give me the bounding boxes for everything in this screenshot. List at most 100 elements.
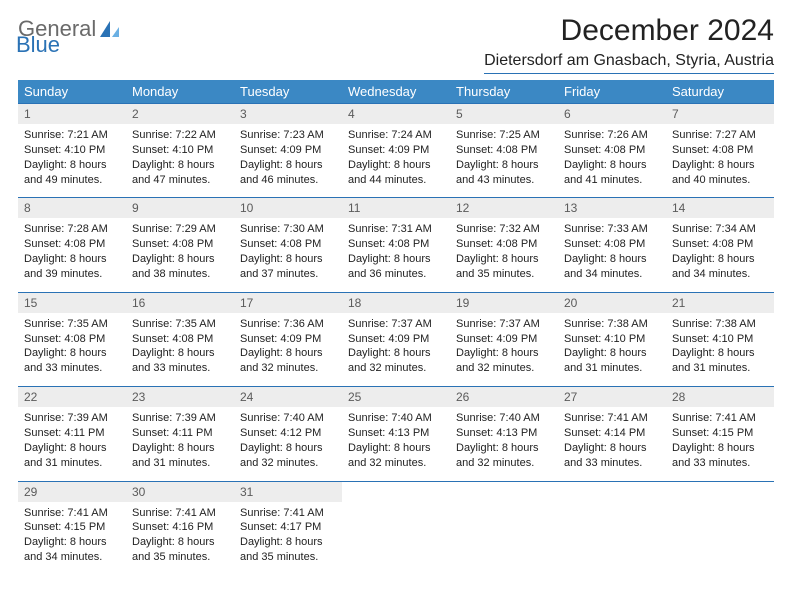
weekday-header-row: SundayMondayTuesdayWednesdayThursdayFrid… [18,80,774,104]
day-body: Sunrise: 7:24 AMSunset: 4:09 PMDaylight:… [342,124,450,197]
sunset-line: Sunset: 4:11 PM [132,426,228,441]
sunset-line: Sunset: 4:08 PM [348,237,444,252]
sunset-line: Sunset: 4:08 PM [24,332,120,347]
sunset-line: Sunset: 4:10 PM [132,143,228,158]
day-number: 13 [558,198,666,218]
daylight-line: Daylight: 8 hours and 35 minutes. [132,535,228,565]
sunset-line: Sunset: 4:08 PM [24,237,120,252]
sunset-line: Sunset: 4:09 PM [348,143,444,158]
day-body: Sunrise: 7:27 AMSunset: 4:08 PMDaylight:… [666,124,774,197]
day-body: Sunrise: 7:31 AMSunset: 4:08 PMDaylight:… [342,218,450,291]
day-body: Sunrise: 7:41 AMSunset: 4:15 PMDaylight:… [666,407,774,480]
sunset-line: Sunset: 4:08 PM [132,237,228,252]
sunset-line: Sunset: 4:10 PM [672,332,768,347]
sunset-line: Sunset: 4:09 PM [240,143,336,158]
day-number: 12 [450,198,558,218]
calendar-day-cell: 2Sunrise: 7:22 AMSunset: 4:10 PMDaylight… [126,104,234,198]
day-number: 10 [234,198,342,218]
sunset-line: Sunset: 4:08 PM [456,237,552,252]
day-number: 20 [558,293,666,313]
calendar-day-cell: 15Sunrise: 7:35 AMSunset: 4:08 PMDayligh… [18,292,126,386]
calendar-table: SundayMondayTuesdayWednesdayThursdayFrid… [18,80,774,575]
sunset-line: Sunset: 4:08 PM [240,237,336,252]
calendar-day-cell: 23Sunrise: 7:39 AMSunset: 4:11 PMDayligh… [126,387,234,481]
calendar-day-cell: 20Sunrise: 7:38 AMSunset: 4:10 PMDayligh… [558,292,666,386]
daylight-line: Daylight: 8 hours and 34 minutes. [564,252,660,282]
daylight-line: Daylight: 8 hours and 34 minutes. [24,535,120,565]
daylight-line: Daylight: 8 hours and 35 minutes. [240,535,336,565]
sunrise-line: Sunrise: 7:40 AM [456,411,552,426]
day-body: Sunrise: 7:37 AMSunset: 4:09 PMDaylight:… [450,313,558,386]
day-body: Sunrise: 7:30 AMSunset: 4:08 PMDaylight:… [234,218,342,291]
daylight-line: Daylight: 8 hours and 38 minutes. [132,252,228,282]
daylight-line: Daylight: 8 hours and 46 minutes. [240,158,336,188]
daylight-line: Daylight: 8 hours and 34 minutes. [672,252,768,282]
day-number: 24 [234,387,342,407]
calendar-day-cell: 17Sunrise: 7:36 AMSunset: 4:09 PMDayligh… [234,292,342,386]
sunrise-line: Sunrise: 7:24 AM [348,128,444,143]
sunset-line: Sunset: 4:14 PM [564,426,660,441]
day-number: 18 [342,293,450,313]
day-body: Sunrise: 7:40 AMSunset: 4:12 PMDaylight:… [234,407,342,480]
calendar-day-cell: 24Sunrise: 7:40 AMSunset: 4:12 PMDayligh… [234,387,342,481]
calendar-day-cell [450,481,558,575]
daylight-line: Daylight: 8 hours and 32 minutes. [456,441,552,471]
day-number: 23 [126,387,234,407]
daylight-line: Daylight: 8 hours and 32 minutes. [348,346,444,376]
day-number: 6 [558,104,666,124]
calendar-day-cell [342,481,450,575]
sunrise-line: Sunrise: 7:33 AM [564,222,660,237]
day-body: Sunrise: 7:41 AMSunset: 4:17 PMDaylight:… [234,502,342,575]
sunrise-line: Sunrise: 7:32 AM [456,222,552,237]
calendar-day-cell: 6Sunrise: 7:26 AMSunset: 4:08 PMDaylight… [558,104,666,198]
sunrise-line: Sunrise: 7:22 AM [132,128,228,143]
calendar-day-cell: 3Sunrise: 7:23 AMSunset: 4:09 PMDaylight… [234,104,342,198]
day-body: Sunrise: 7:40 AMSunset: 4:13 PMDaylight:… [342,407,450,480]
sunrise-line: Sunrise: 7:38 AM [564,317,660,332]
day-number: 2 [126,104,234,124]
calendar-week-row: 22Sunrise: 7:39 AMSunset: 4:11 PMDayligh… [18,387,774,481]
daylight-line: Daylight: 8 hours and 33 minutes. [564,441,660,471]
sunset-line: Sunset: 4:09 PM [240,332,336,347]
sunset-line: Sunset: 4:08 PM [132,332,228,347]
day-body: Sunrise: 7:26 AMSunset: 4:08 PMDaylight:… [558,124,666,197]
daylight-line: Daylight: 8 hours and 33 minutes. [24,346,120,376]
sunrise-line: Sunrise: 7:37 AM [456,317,552,332]
day-number: 4 [342,104,450,124]
calendar-day-cell: 31Sunrise: 7:41 AMSunset: 4:17 PMDayligh… [234,481,342,575]
day-body: Sunrise: 7:32 AMSunset: 4:08 PMDaylight:… [450,218,558,291]
sunrise-line: Sunrise: 7:41 AM [132,506,228,521]
weekday-header: Friday [558,80,666,104]
weekday-header: Tuesday [234,80,342,104]
location-subtitle: Dietersdorf am Gnasbach, Styria, Austria [484,52,774,70]
sunrise-line: Sunrise: 7:41 AM [672,411,768,426]
day-number: 28 [666,387,774,407]
day-number: 29 [18,482,126,502]
calendar-day-cell: 8Sunrise: 7:28 AMSunset: 4:08 PMDaylight… [18,198,126,292]
day-body: Sunrise: 7:38 AMSunset: 4:10 PMDaylight:… [558,313,666,386]
day-number: 19 [450,293,558,313]
calendar-day-cell: 25Sunrise: 7:40 AMSunset: 4:13 PMDayligh… [342,387,450,481]
sunrise-line: Sunrise: 7:40 AM [240,411,336,426]
sunset-line: Sunset: 4:09 PM [348,332,444,347]
day-body: Sunrise: 7:38 AMSunset: 4:10 PMDaylight:… [666,313,774,386]
weekday-header: Saturday [666,80,774,104]
calendar-day-cell: 14Sunrise: 7:34 AMSunset: 4:08 PMDayligh… [666,198,774,292]
day-body: Sunrise: 7:28 AMSunset: 4:08 PMDaylight:… [18,218,126,291]
calendar-day-cell: 26Sunrise: 7:40 AMSunset: 4:13 PMDayligh… [450,387,558,481]
calendar-day-cell [666,481,774,575]
daylight-line: Daylight: 8 hours and 31 minutes. [132,441,228,471]
day-body: Sunrise: 7:41 AMSunset: 4:15 PMDaylight:… [18,502,126,575]
daylight-line: Daylight: 8 hours and 35 minutes. [456,252,552,282]
sunrise-line: Sunrise: 7:41 AM [240,506,336,521]
calendar-day-cell: 30Sunrise: 7:41 AMSunset: 4:16 PMDayligh… [126,481,234,575]
daylight-line: Daylight: 8 hours and 32 minutes. [456,346,552,376]
daylight-line: Daylight: 8 hours and 32 minutes. [240,346,336,376]
sunset-line: Sunset: 4:15 PM [24,520,120,535]
day-number: 9 [126,198,234,218]
weekday-header: Sunday [18,80,126,104]
day-body: Sunrise: 7:29 AMSunset: 4:08 PMDaylight:… [126,218,234,291]
calendar-day-cell: 1Sunrise: 7:21 AMSunset: 4:10 PMDaylight… [18,104,126,198]
day-number: 15 [18,293,126,313]
calendar-day-cell: 11Sunrise: 7:31 AMSunset: 4:08 PMDayligh… [342,198,450,292]
